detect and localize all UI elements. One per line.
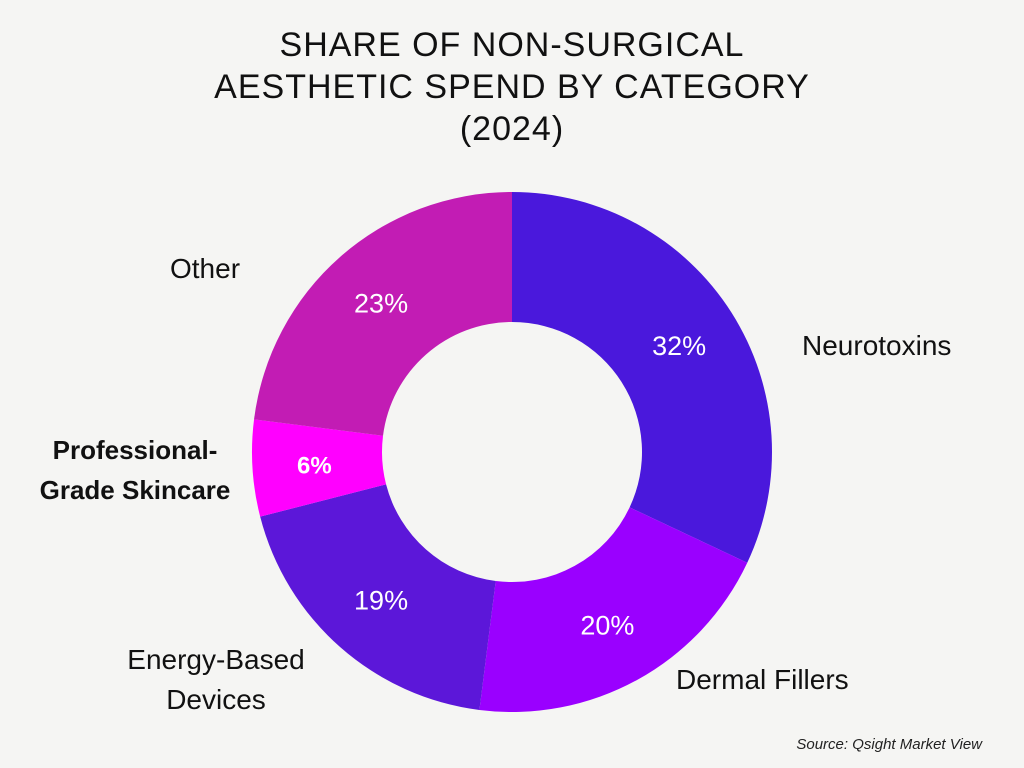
label-energy-based-devices-line-1: Energy-Based [127, 644, 305, 675]
chart-title-line-2: AESTHETIC SPEND BY CATEGORY [214, 68, 810, 106]
label-energy-based-devices-line-2: Devices [166, 684, 266, 715]
chart-title-line-3: (2024) [459, 110, 565, 148]
slice-value-label: 19% [354, 586, 408, 616]
label-dermal-fillers: Dermal Fillers [676, 664, 849, 695]
chart-title-line-1: SHARE OF NON-SURGICAL [279, 26, 745, 64]
label-professional-grade-skincare-line-1: Professional- [52, 435, 218, 465]
slice-other [254, 192, 512, 436]
label-energy-based-devices: Energy-Based Devices [108, 640, 324, 720]
slice-dermal-fillers [479, 507, 748, 712]
label-other: Other [170, 253, 241, 284]
slice-value-label: 32% [652, 331, 706, 361]
slice-energy-based-devices [260, 484, 496, 710]
slice-value-label: 6% [297, 452, 332, 479]
slice-value-label: 23% [354, 288, 408, 318]
slice-professional-grade-skincare [252, 419, 387, 517]
slice-neurotoxins [512, 192, 772, 563]
label-professional-grade-skincare-line-2: Grade Skincare [39, 475, 231, 505]
chart-title: SHARE OF NON-SURGICAL AESTHETIC SPEND BY… [0, 24, 1024, 150]
slice-value-label: 20% [580, 611, 634, 641]
source-note: Source: Qsight Market View [796, 736, 982, 753]
label-professional-grade-skincare: Professional- Grade Skincare [20, 430, 250, 510]
label-neurotoxins: Neurotoxins [802, 330, 952, 361]
